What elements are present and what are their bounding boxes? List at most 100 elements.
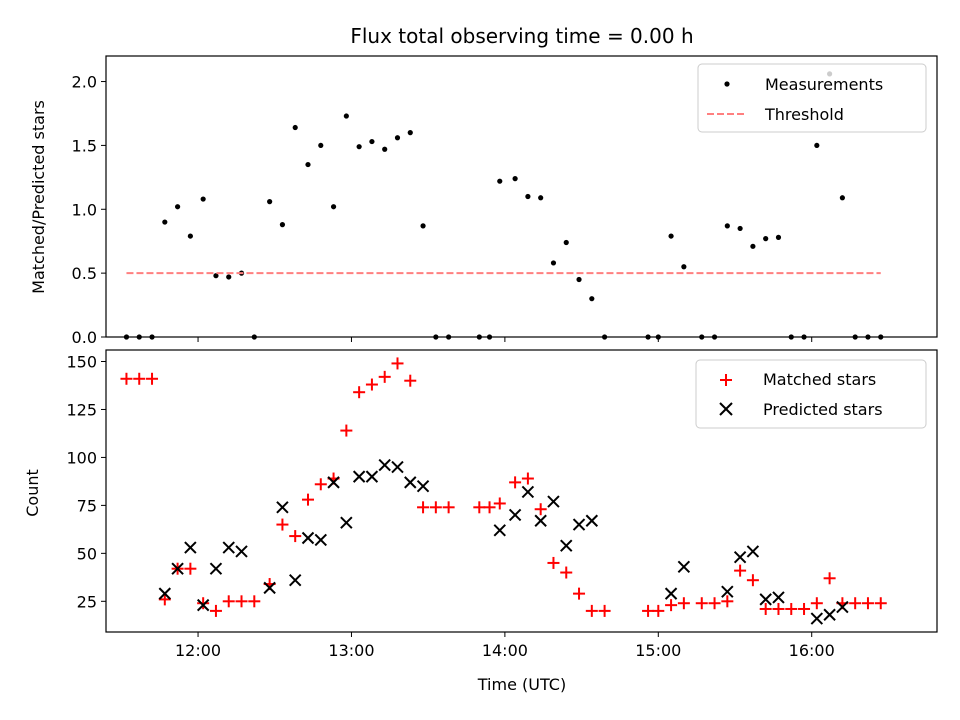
matched-stars-point bbox=[677, 597, 690, 610]
matched-stars-point bbox=[798, 602, 811, 615]
matched-stars-point bbox=[708, 597, 721, 610]
measurements-point bbox=[699, 334, 705, 340]
top-panel: Matched/Predicted stars 0.0 0.5 1.0 1.5 2.0 bbox=[29, 55, 938, 347]
predicted-stars-point bbox=[289, 573, 302, 587]
measurements-point bbox=[681, 264, 687, 270]
measurements-point bbox=[149, 334, 155, 340]
measurements-point bbox=[737, 225, 743, 232]
predicted-stars-point bbox=[276, 501, 289, 514]
top-legend: Measurements Threshold bbox=[697, 63, 927, 133]
top-y-axis-label: Matched/Predicted stars bbox=[29, 100, 48, 294]
predicted-stars-point bbox=[534, 514, 547, 527]
matched-stars-point bbox=[721, 595, 734, 608]
measurements-point bbox=[801, 334, 807, 340]
measurements-point bbox=[538, 195, 544, 201]
bottom-plot-frame bbox=[105, 349, 938, 633]
matched-stars-point bbox=[365, 378, 378, 391]
measurements-point bbox=[251, 334, 257, 340]
matched-stars-point bbox=[197, 597, 210, 610]
matched-stars-point bbox=[235, 595, 248, 608]
matched-stars-point bbox=[314, 478, 327, 491]
measurements-point bbox=[407, 130, 413, 136]
predicted-stars-point bbox=[352, 470, 366, 483]
matched-stars-point bbox=[442, 501, 455, 514]
x-tick-label: 12:00 bbox=[175, 641, 221, 660]
matched-stars-point bbox=[276, 518, 289, 531]
predicted-stars-point bbox=[547, 495, 560, 508]
predicted-stars-point bbox=[301, 531, 315, 545]
measurements-point bbox=[668, 233, 674, 239]
measurements-point bbox=[382, 146, 388, 152]
measurements-point bbox=[763, 236, 769, 242]
top-y-tick-label: 0.5 bbox=[72, 264, 97, 283]
bottom-y-tick-label: 75 bbox=[77, 496, 97, 515]
matched-stars-point bbox=[585, 604, 598, 617]
predicted-stars-point bbox=[263, 581, 276, 595]
predicted-stars-point bbox=[508, 508, 522, 522]
measurements-point bbox=[433, 334, 439, 340]
predicted-stars-point bbox=[235, 545, 248, 558]
measurements-point bbox=[174, 204, 181, 210]
bottom-y-axis-label: Count bbox=[23, 469, 42, 517]
predicted-stars-point bbox=[572, 518, 586, 531]
measurements-point bbox=[839, 195, 845, 201]
predicted-stars-point bbox=[493, 524, 506, 537]
measurements-point bbox=[446, 334, 452, 340]
predicted-stars-point bbox=[521, 485, 535, 499]
matched-legend-label: Matched stars bbox=[763, 370, 876, 389]
measurements-point bbox=[420, 223, 426, 229]
matched-stars-point bbox=[289, 530, 302, 543]
matched-stars-point bbox=[772, 602, 785, 615]
measurements-legend-marker bbox=[724, 81, 730, 87]
matched-stars-point bbox=[861, 597, 874, 610]
measurements-point bbox=[814, 142, 820, 149]
predicted-stars-point bbox=[836, 600, 849, 614]
predicted-stars-point bbox=[746, 545, 760, 558]
predicted-stars-point bbox=[365, 470, 379, 483]
matched-stars-point bbox=[509, 476, 522, 489]
measurements-point bbox=[162, 219, 168, 225]
measurements-point bbox=[476, 334, 482, 340]
matched-stars-point bbox=[652, 604, 665, 617]
predicted-stars-point bbox=[340, 516, 353, 529]
x-tick-label: 13:00 bbox=[328, 641, 374, 660]
bottom-panel: Count Time (UTC) 25 50 75 100 125 150 12:00 13:… bbox=[23, 349, 938, 694]
measurements-point bbox=[343, 113, 349, 119]
matched-stars-point bbox=[573, 587, 586, 600]
matched-stars-point bbox=[340, 424, 353, 437]
measurements-point bbox=[576, 276, 582, 283]
measurements-point bbox=[724, 223, 730, 229]
matched-stars-point bbox=[473, 501, 486, 514]
measurements-point bbox=[318, 142, 324, 149]
matched-stars-point bbox=[391, 357, 404, 370]
predicted-stars-point bbox=[196, 598, 210, 612]
predicted-stars-point bbox=[810, 612, 824, 625]
measurements-point bbox=[356, 144, 362, 150]
measurements-point bbox=[878, 334, 884, 340]
predicted-stars-point bbox=[585, 514, 599, 527]
predicted-stars-point bbox=[158, 587, 172, 600]
matched-stars-point bbox=[353, 386, 366, 399]
measurements-point bbox=[602, 334, 608, 340]
matched-stars-point bbox=[665, 599, 678, 612]
measurements-point bbox=[369, 138, 375, 145]
predicted-stars-point bbox=[171, 562, 184, 575]
matched-stars-point bbox=[133, 372, 146, 385]
measurements-point bbox=[486, 334, 493, 340]
matched-stars-point bbox=[222, 595, 235, 608]
measurements-point bbox=[589, 296, 595, 302]
predicted-stars-point bbox=[184, 541, 197, 554]
measurements-point bbox=[788, 334, 794, 340]
predicted-stars-point bbox=[677, 560, 691, 573]
measurements-point bbox=[136, 334, 142, 340]
predicted-stars-point bbox=[209, 562, 223, 575]
predicted-stars-point bbox=[314, 533, 327, 547]
matched-stars-point bbox=[849, 597, 862, 610]
matched-stars-point bbox=[759, 602, 772, 615]
predicted-stars-point bbox=[391, 460, 404, 474]
predicted-stars-point bbox=[222, 541, 235, 554]
measurements-point bbox=[655, 334, 661, 340]
matched-legend-marker bbox=[720, 374, 732, 386]
measurements-point bbox=[525, 193, 531, 200]
